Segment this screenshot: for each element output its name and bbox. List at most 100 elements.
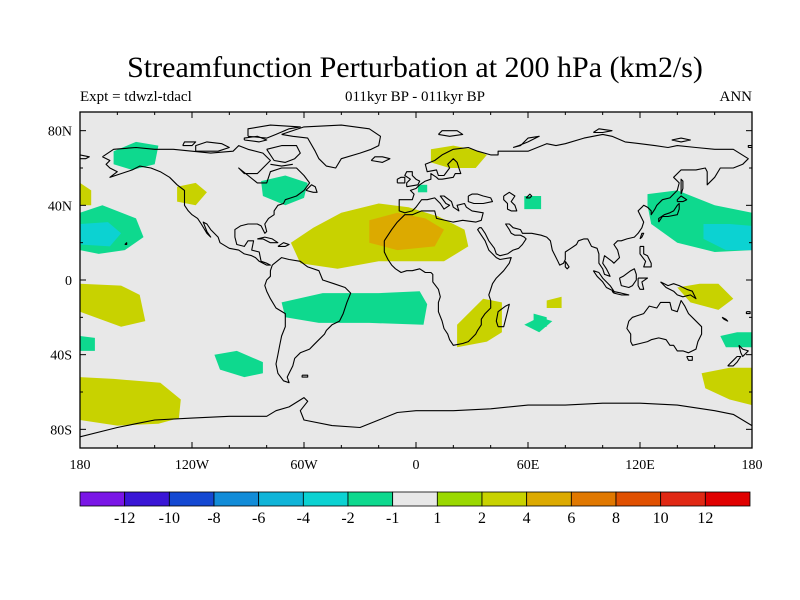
coastline-novaya-zemlya [512,135,540,149]
region-pacific-west-small [80,336,95,351]
coastline-new-zealand-north [738,344,749,358]
coastline-fiji [745,311,751,315]
region-pacific-ne-core [80,222,122,247]
coastline-new-guinea [660,281,697,300]
colorbar-label: -4 [297,510,310,527]
map-background [80,112,752,448]
coastline-devon [243,135,268,143]
colorbar-label: -1 [386,510,399,527]
contour-regions [80,141,752,426]
region-west-pacific-core [703,224,752,251]
coastline-south-america [264,257,352,384]
colorbar-swatch [704,491,751,507]
x-tick-label: 0 [413,458,420,473]
coastline-severnaya [592,128,613,134]
coastline-hudson-strait [270,163,293,167]
coastline-new-zealand-south [727,355,742,367]
colorbar-label: -10 [159,510,180,527]
coastline-africa-eurasia [383,133,749,346]
region-south-atlantic-edge [546,296,562,308]
x-tick-label: 60W [290,458,318,473]
coastline-iceland [370,156,391,163]
region-southern-ocean-east [701,367,752,406]
coastline-taiwan [639,232,645,240]
coastline-baffin [266,145,301,163]
coastline-svalbard [438,130,464,137]
y-tick-label: 0 [65,274,72,289]
colorbar-swatch [302,491,349,507]
colorbar-swatch [392,491,438,507]
coastline-madagascar [495,303,510,328]
colorbar-swatch [436,491,483,507]
coastline-greenland [281,124,382,169]
coastline-sri-lanka [564,260,570,270]
coastlines [80,124,752,438]
coastline-australia [626,299,703,354]
region-south-pacific-east [80,283,146,327]
coastline-ireland [396,176,406,184]
region-arctic-scandinavia [430,145,487,168]
x-tick-label: 180 [70,458,91,473]
x-tick-label: 120W [175,458,210,473]
colorbar-label: -8 [207,510,220,527]
colorbar-swatch [615,491,662,507]
colorbar-swatch [258,491,304,507]
region-pacific-atl-northwest [80,182,92,206]
region-north-america-east [261,175,308,206]
y-axis: 80N 40N 0 40S 80S [48,125,752,438]
coastline-new-siberia [671,137,691,143]
coastline-kamchatka-isl [80,154,90,160]
colorbar-swatch [570,491,617,507]
colorbar-label: 8 [612,510,620,527]
coastline-banks [182,141,197,147]
coastline-wrangel [747,145,752,149]
y-tick-label: 80S [50,423,72,438]
colorbar-label: 10 [653,510,669,527]
x-tick-label: 180 [742,458,763,473]
colorbar-label: 6 [567,510,575,527]
colorbar-swatch [481,491,528,507]
coastline-hispaniola [277,242,290,247]
region-southern-ocean-west [80,377,181,426]
x-axis: 180 120W 60W 0 60E 120E 180 [70,112,763,473]
coastline-black-sea [467,193,494,205]
region-south-pacific-mid [214,350,263,378]
colorbar: -12 -10 -8 -6 -4 -2 -1 1 2 4 6 8 10 12 [79,491,751,527]
region-south-africa [457,298,502,348]
colorbar-label: 4 [523,510,531,527]
region-pacific-east-south [720,332,752,348]
coastline-borneo [618,268,637,289]
map-title: Streamfunction Perturbation at 200 hPa (… [127,51,703,84]
coastline-tasmania [686,355,693,361]
y-tick-label: 40S [50,349,72,364]
coastline-ellesmere [247,124,301,139]
coastline-aral-sea [525,193,533,199]
y-tick-label: 40N [48,199,72,214]
y-tick-label: 80N [48,125,72,140]
colorbar-label: -12 [114,510,135,527]
colorbar-swatch [660,491,706,507]
colorbar-swatch [168,491,215,507]
region-europe [417,184,428,193]
colorbar-swatch [213,491,260,507]
x-tick-label: 60E [517,458,540,473]
region-indonesia [677,283,734,310]
coastline-antarctica [80,397,752,438]
colorbar-swatch [124,491,170,507]
colorbar-swatch [79,491,126,507]
season-label: ANN [719,89,753,105]
coastline-great-britain [404,171,421,188]
coastline-caspian-sea [503,191,518,212]
coastline-north-america [102,145,311,266]
colorbar-label: 12 [697,510,713,527]
coastline-sulawesi [637,277,649,290]
colorbar-label: -6 [252,510,265,527]
coastline-falklands [301,374,309,378]
colorbar-swatch [347,491,394,507]
period-label: 011kyr BP - 011kyr BP [344,89,485,105]
coastline-cuba [257,236,279,244]
region-central-asia [524,317,553,333]
coastline-java [611,290,630,296]
coastline-hokkaido [676,195,688,203]
